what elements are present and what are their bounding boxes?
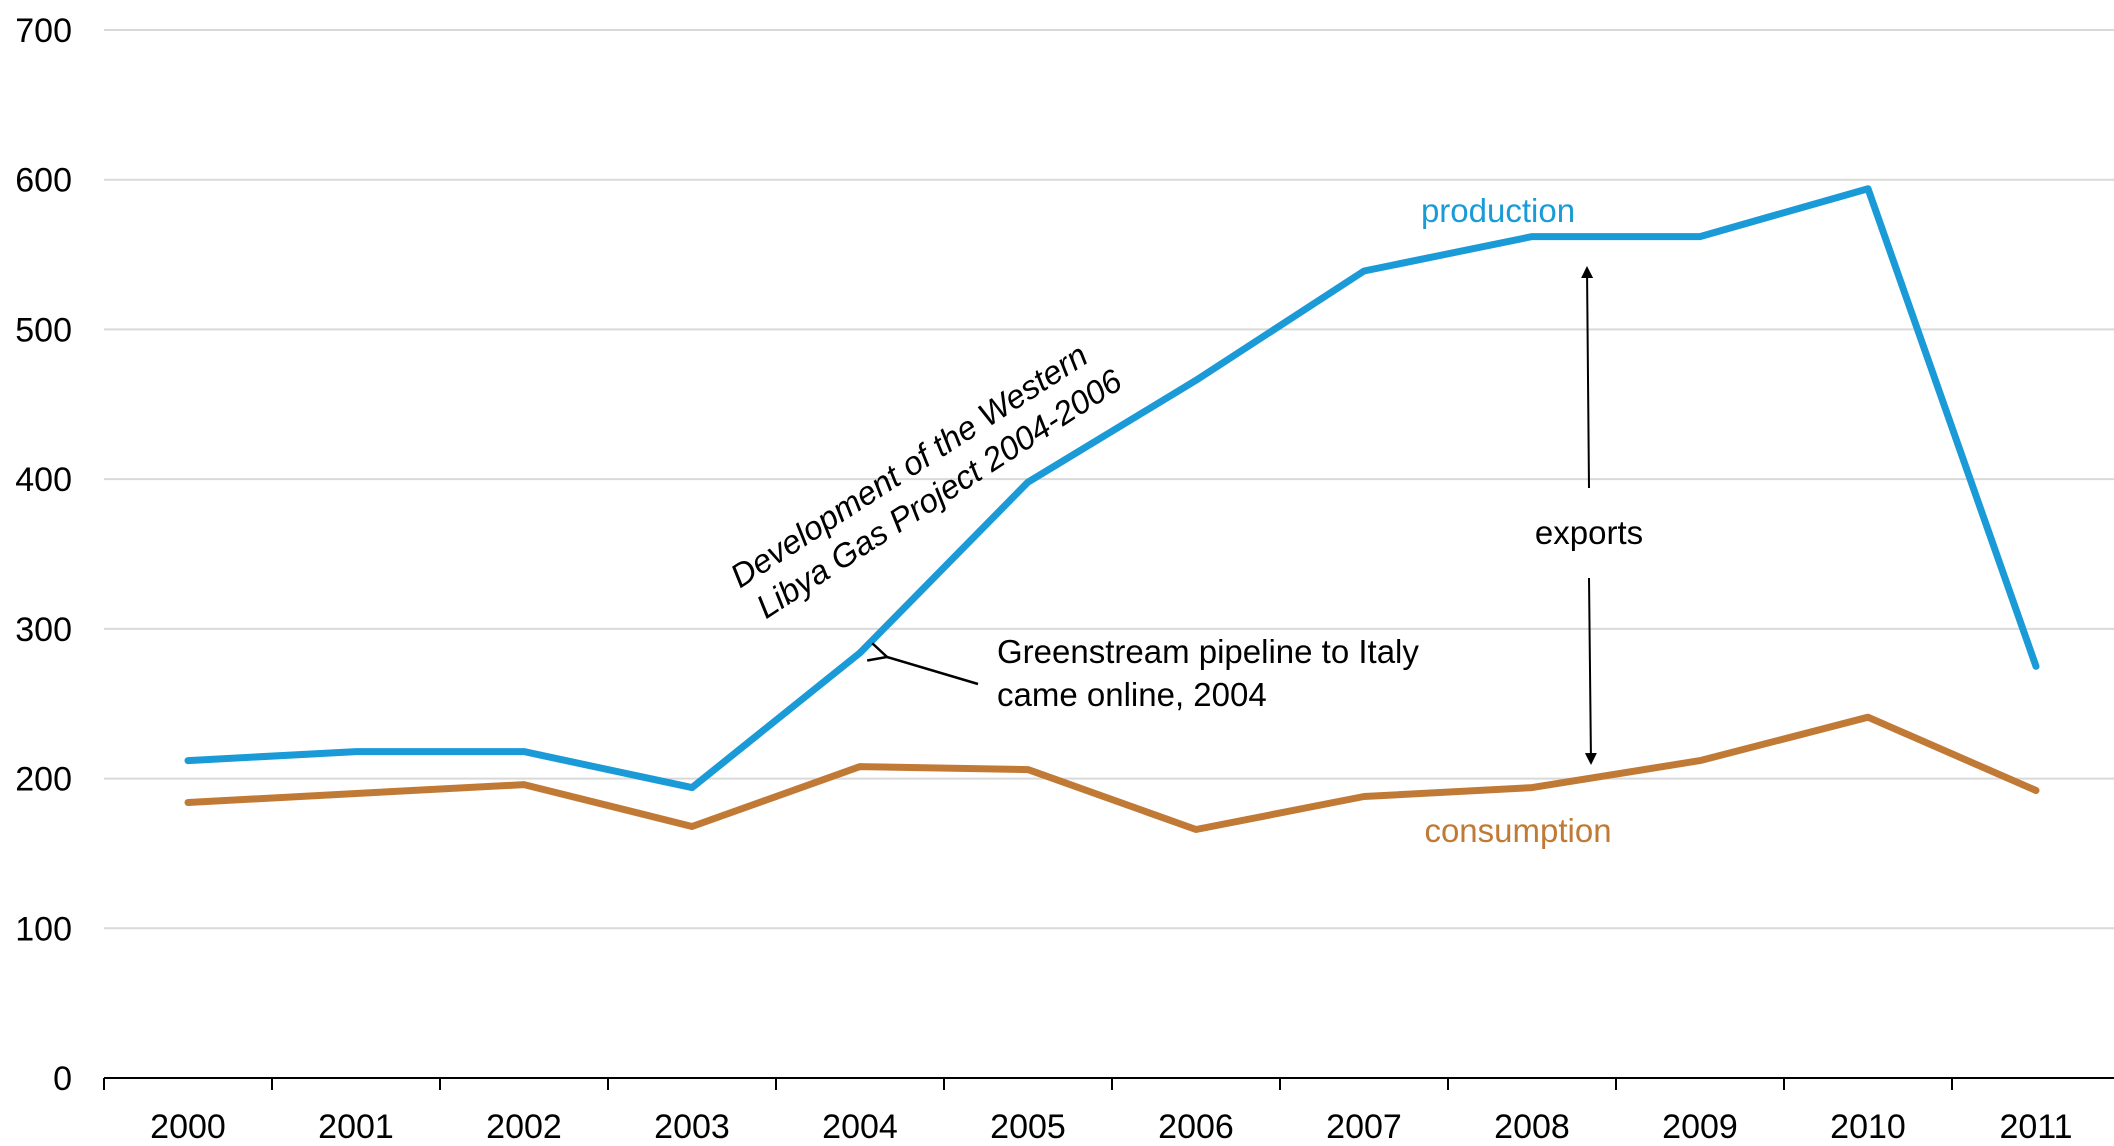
series-label-consumption: consumption xyxy=(1424,812,1611,849)
x-tick-label-2001: 2001 xyxy=(318,1108,394,1146)
grid xyxy=(104,29,2114,930)
y-tick-label-200: 200 xyxy=(15,761,72,799)
annotations: Development of the Western Libya Gas Pro… xyxy=(724,266,1643,765)
x-tick-label-2006: 2006 xyxy=(1158,1108,1234,1146)
greenstream-arrow xyxy=(887,657,979,686)
y-tick-label-300: 300 xyxy=(15,611,72,649)
axes: 0 100 200 300 400 500 600 700 2000 2001 2002 2003 20… xyxy=(15,12,2114,1146)
exports-arrow-up xyxy=(1581,266,1594,489)
y-tick-label-700: 700 xyxy=(15,12,72,50)
y-tick-label-400: 400 xyxy=(15,461,72,499)
x-tick-label-2004: 2004 xyxy=(822,1108,898,1146)
annotation-western-libya-line2: Libya Gas Project 2004-2006 xyxy=(750,361,1129,625)
annotation-greenstream-line1: Greenstream pipeline to Italy xyxy=(997,633,1419,670)
series: production consumption xyxy=(184,185,2040,849)
series-line-production xyxy=(184,185,2040,792)
y-tick-label-0: 0 xyxy=(53,1060,72,1098)
exports-arrow-down xyxy=(1584,577,1597,765)
x-tick-label-2002: 2002 xyxy=(486,1108,562,1146)
annotation-greenstream-line2: came online, 2004 xyxy=(997,676,1267,713)
annotation-exports: exports xyxy=(1535,514,1643,551)
x-tick-label-2003: 2003 xyxy=(654,1108,730,1146)
x-tick-label-2000: 2000 xyxy=(150,1108,226,1146)
series-line-consumption xyxy=(184,713,2040,833)
x-tick-label-2010: 2010 xyxy=(1830,1108,1906,1146)
x-tick-label-2008: 2008 xyxy=(1494,1108,1570,1146)
x-tick-label-2007: 2007 xyxy=(1326,1108,1402,1146)
series-label-production: production xyxy=(1421,192,1575,229)
annotation-western-libya-line1: Development of the Western xyxy=(724,336,1094,594)
y-tick-label-100: 100 xyxy=(15,910,72,948)
x-tick-label-2009: 2009 xyxy=(1662,1108,1738,1146)
y-tick-label-500: 500 xyxy=(15,311,72,349)
x-tick-label-2005: 2005 xyxy=(990,1108,1066,1146)
x-tick-label-2011: 2011 xyxy=(1999,1108,2072,1146)
y-tick-label-600: 600 xyxy=(15,162,72,200)
